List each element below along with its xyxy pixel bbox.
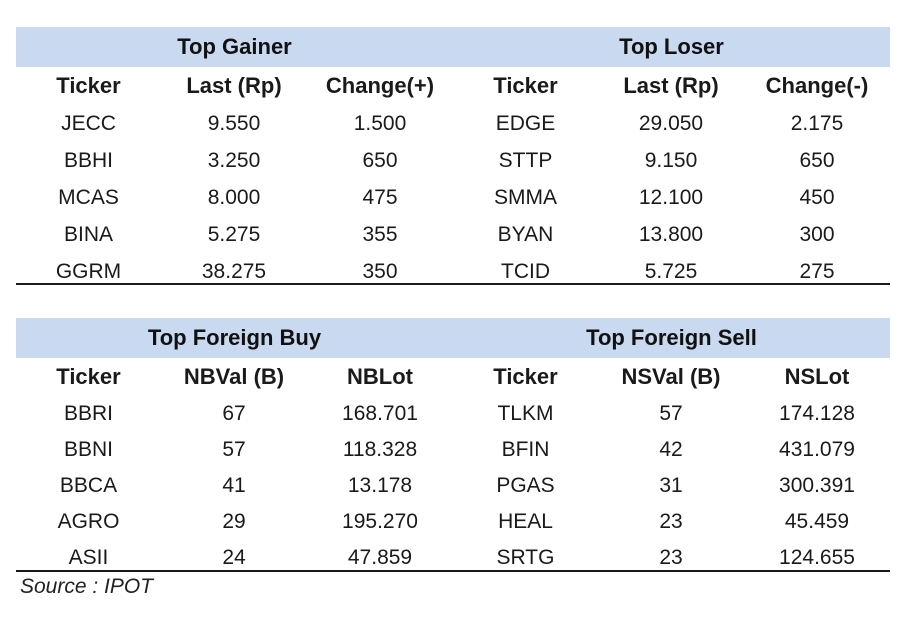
top-foreign-buy-title: Top Foreign Buy [147, 325, 322, 350]
ticker-cell: TCID [501, 259, 550, 283]
net-value-cell: 29 [222, 510, 246, 533]
column-header: NBVal (B) [183, 364, 285, 389]
net-value-cell: 67 [222, 402, 246, 425]
column-header: NBLot [347, 364, 413, 389]
top-foreign-sell-title: Top Foreign Sell [586, 325, 757, 350]
ticker-cell: TLKM [497, 402, 554, 425]
table-bottom-rule [16, 570, 890, 572]
change-cell: 450 [799, 185, 835, 209]
ticker-cell: GGRM [55, 259, 122, 283]
net-value-cell: 23 [659, 546, 683, 569]
table-row: BBNI 57 118.328 BFIN 42 431.079 [16, 432, 890, 468]
net-lot-cell: 174.128 [779, 402, 855, 425]
ticker-cell: BBCA [59, 474, 118, 497]
net-lot-cell: 195.270 [342, 510, 418, 533]
net-lot-cell: 168.701 [342, 402, 418, 425]
net-lot-cell: 45.459 [784, 510, 850, 533]
column-header: Change(+) [325, 73, 435, 98]
net-value-cell: 41 [222, 474, 246, 497]
table-row: AGRO 29 195.270 HEAL 23 45.459 [16, 504, 890, 540]
table-row: BINA 5.275 355 BYAN 13.800 300 [16, 216, 890, 253]
gainer-loser-table: Top Gainer Top Loser Ticker Last (Rp) Ch… [16, 27, 890, 290]
table-row: ASII 24 47.859 SRTG 23 124.655 [16, 540, 890, 576]
table-row: BBCA 41 13.178 PGAS 31 300.391 [16, 468, 890, 504]
table-row: JECC 9.550 1.500 EDGE 29.050 2.175 [16, 105, 890, 142]
net-lot-cell: 118.328 [342, 438, 418, 461]
change-cell: 275 [799, 259, 835, 283]
change-cell: 355 [362, 222, 398, 246]
column-header: NSLot [784, 364, 850, 389]
last-price-cell: 5.275 [207, 222, 261, 246]
net-lot-cell: 13.178 [347, 474, 413, 497]
net-value-cell: 23 [659, 510, 683, 533]
column-header: Ticker [56, 73, 121, 98]
column-header: Ticker [56, 364, 121, 389]
ticker-cell: EDGE [495, 111, 556, 135]
column-header: Ticker [493, 73, 558, 98]
column-header: Last (Rp) [623, 73, 719, 98]
ticker-cell: SMMA [494, 185, 557, 209]
ticker-cell: BYAN [497, 222, 554, 246]
top-loser-title: Top Loser [619, 34, 724, 59]
last-price-cell: 12.100 [638, 185, 704, 209]
table-row: BBHI 3.250 650 STTP 9.150 650 [16, 142, 890, 179]
ticker-cell: BBNI [63, 438, 113, 461]
last-price-cell: 3.250 [207, 148, 261, 172]
foreign-header-band: Top Foreign Buy Top Foreign Sell [16, 318, 890, 358]
column-header: Last (Rp) [186, 73, 282, 98]
change-cell: 475 [362, 185, 398, 209]
table-row: MCAS 8.000 475 SMMA 12.100 450 [16, 179, 890, 216]
net-lot-cell: 300.391 [779, 474, 855, 497]
last-price-cell: 13.800 [638, 222, 704, 246]
ticker-cell: ASII [68, 546, 109, 569]
net-lot-cell: 431.079 [779, 438, 855, 461]
ticker-cell: PGAS [496, 474, 555, 497]
column-header-row: Ticker NBVal (B) NBLot Ticker NSVal (B) … [16, 358, 890, 396]
gainer-loser-header-band: Top Gainer Top Loser [16, 27, 890, 67]
ticker-cell: AGRO [57, 510, 120, 533]
ticker-cell: JECC [61, 111, 116, 135]
change-cell: 300 [799, 222, 835, 246]
ticker-cell: HEAL [498, 510, 553, 533]
last-price-cell: 9.550 [207, 111, 261, 135]
column-header: Ticker [493, 364, 558, 389]
ticker-cell: BINA [63, 222, 113, 246]
last-price-cell: 9.150 [644, 148, 698, 172]
net-lot-cell: 47.859 [347, 546, 413, 569]
column-header: NSVal (B) [621, 364, 721, 389]
net-value-cell: 24 [222, 546, 246, 569]
table-row: BBRI 67 168.701 TLKM 57 174.128 [16, 396, 890, 432]
ticker-cell: BBRI [63, 402, 113, 425]
change-cell: 650 [799, 148, 835, 172]
last-price-cell: 29.050 [638, 111, 704, 135]
net-value-cell: 42 [659, 438, 683, 461]
ticker-cell: BBHI [63, 148, 113, 172]
net-value-cell: 57 [222, 438, 246, 461]
ticker-cell: MCAS [58, 185, 119, 209]
top-gainer-title: Top Gainer [177, 34, 292, 59]
source-note: Source : IPOT [20, 575, 154, 598]
last-price-cell: 5.725 [644, 259, 698, 283]
column-header: Change(-) [765, 73, 869, 98]
column-header-row: Ticker Last (Rp) Change(+) Ticker Last (… [16, 67, 890, 105]
ticker-cell: SRTG [496, 546, 555, 569]
ticker-cell: STTP [498, 148, 553, 172]
net-value-cell: 57 [659, 402, 683, 425]
change-cell: 350 [362, 259, 398, 283]
last-price-cell: 38.275 [201, 259, 267, 283]
table-bottom-rule [16, 283, 890, 285]
change-cell: 650 [362, 148, 398, 172]
net-lot-cell: 124.655 [779, 546, 855, 569]
last-price-cell: 8.000 [207, 185, 261, 209]
net-value-cell: 31 [659, 474, 683, 497]
change-cell: 2.175 [790, 111, 844, 135]
ticker-cell: BFIN [501, 438, 550, 461]
table-row: GGRM 38.275 350 TCID 5.725 275 [16, 253, 890, 290]
change-cell: 1.500 [353, 111, 407, 135]
foreign-flow-table: Top Foreign Buy Top Foreign Sell Ticker … [16, 318, 890, 576]
